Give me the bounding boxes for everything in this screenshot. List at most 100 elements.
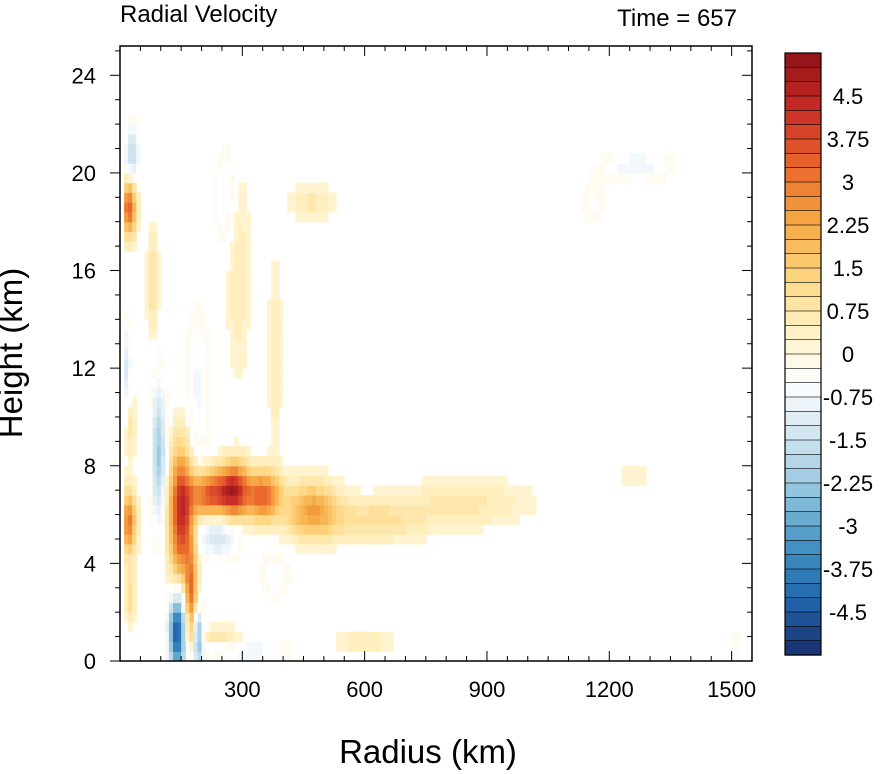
field-cell	[283, 495, 288, 506]
field-cell	[327, 202, 333, 213]
field-cell	[287, 534, 292, 545]
field-cell	[132, 534, 137, 545]
field-cell	[380, 631, 386, 643]
field-cell	[128, 563, 133, 574]
field-cell	[270, 397, 276, 408]
field-cell	[128, 368, 133, 379]
field-cell	[238, 465, 243, 477]
field-cell	[597, 172, 602, 184]
field-cell	[185, 563, 190, 574]
field-cell	[344, 631, 349, 643]
field-cell	[242, 251, 247, 262]
field-cell	[499, 504, 504, 516]
field-cell	[185, 475, 190, 486]
field-cell	[221, 475, 227, 486]
field-cell	[360, 514, 366, 525]
field-cell	[592, 163, 598, 174]
field-cell	[393, 495, 398, 506]
field-cell	[519, 485, 525, 496]
field-cell	[466, 485, 472, 496]
field-cell	[274, 504, 280, 516]
field-cell	[625, 163, 631, 174]
field-cell	[291, 202, 296, 213]
colorbar-label: -0.75	[823, 385, 873, 410]
field-cell	[336, 641, 341, 652]
field-cell	[279, 553, 284, 564]
field-cell	[234, 446, 239, 457]
field-cell	[193, 582, 199, 594]
field-cell	[270, 426, 276, 438]
field-cell	[666, 163, 672, 174]
field-cell	[433, 495, 439, 506]
field-cell	[193, 348, 199, 359]
field-cell	[181, 612, 186, 623]
colorbar-bin	[784, 497, 822, 513]
colorbar-bin	[784, 525, 822, 541]
field-cell	[356, 504, 362, 516]
field-cell	[197, 377, 203, 389]
field-cell	[221, 202, 227, 213]
field-cell	[417, 534, 423, 545]
x-tick-label: 300	[224, 677, 261, 702]
field-cell	[319, 465, 325, 477]
field-cell	[360, 534, 366, 545]
field-cell	[401, 504, 407, 516]
field-cell	[136, 192, 141, 203]
colorbar-bin	[784, 353, 822, 369]
field-cell	[209, 495, 215, 506]
field-cell	[621, 172, 627, 184]
field-cell	[217, 651, 223, 662]
field-cell	[380, 641, 386, 652]
field-cell	[254, 504, 260, 516]
field-cell	[148, 299, 154, 311]
field-cell	[621, 153, 627, 164]
field-cell	[254, 485, 260, 496]
x-tick-label: 1200	[585, 677, 634, 702]
field-cell	[385, 641, 390, 652]
field-cell	[164, 573, 170, 584]
field-cell	[246, 211, 252, 223]
field-cell	[303, 524, 309, 535]
field-cell	[246, 299, 252, 311]
field-cell	[164, 397, 170, 408]
field-cell	[311, 202, 317, 213]
field-cell	[144, 309, 150, 320]
field-cell	[226, 543, 231, 555]
y-tick-label: 20	[72, 161, 96, 186]
field-cell	[217, 456, 223, 467]
field-cell	[279, 397, 284, 408]
field-cell	[128, 426, 133, 438]
field-cell	[152, 280, 158, 291]
field-cell	[136, 133, 141, 145]
field-cell	[287, 475, 292, 486]
field-cell	[217, 553, 223, 564]
field-cell	[160, 358, 166, 369]
field-cell	[148, 407, 154, 418]
field-cell	[327, 524, 333, 535]
field-cell	[173, 543, 178, 555]
field-cell	[156, 426, 162, 438]
field-cell	[380, 514, 386, 525]
field-cell	[323, 485, 329, 496]
field-cell	[136, 124, 141, 135]
field-cell	[474, 514, 480, 525]
field-cell	[279, 348, 284, 359]
field-cell	[315, 465, 321, 477]
field-cell	[148, 290, 154, 301]
field-cell	[515, 514, 521, 525]
field-cell	[303, 465, 309, 477]
field-cell	[197, 495, 203, 506]
field-cell	[372, 631, 378, 643]
field-cell	[417, 485, 423, 496]
field-cell	[160, 475, 166, 486]
field-cell	[181, 573, 186, 584]
field-cell	[274, 582, 280, 594]
field-cell	[380, 495, 386, 506]
field-cell	[193, 319, 199, 330]
field-cell	[364, 524, 370, 535]
field-cell	[234, 553, 239, 564]
field-cell	[466, 514, 472, 525]
field-cell	[201, 543, 207, 555]
field-cell	[327, 485, 333, 496]
